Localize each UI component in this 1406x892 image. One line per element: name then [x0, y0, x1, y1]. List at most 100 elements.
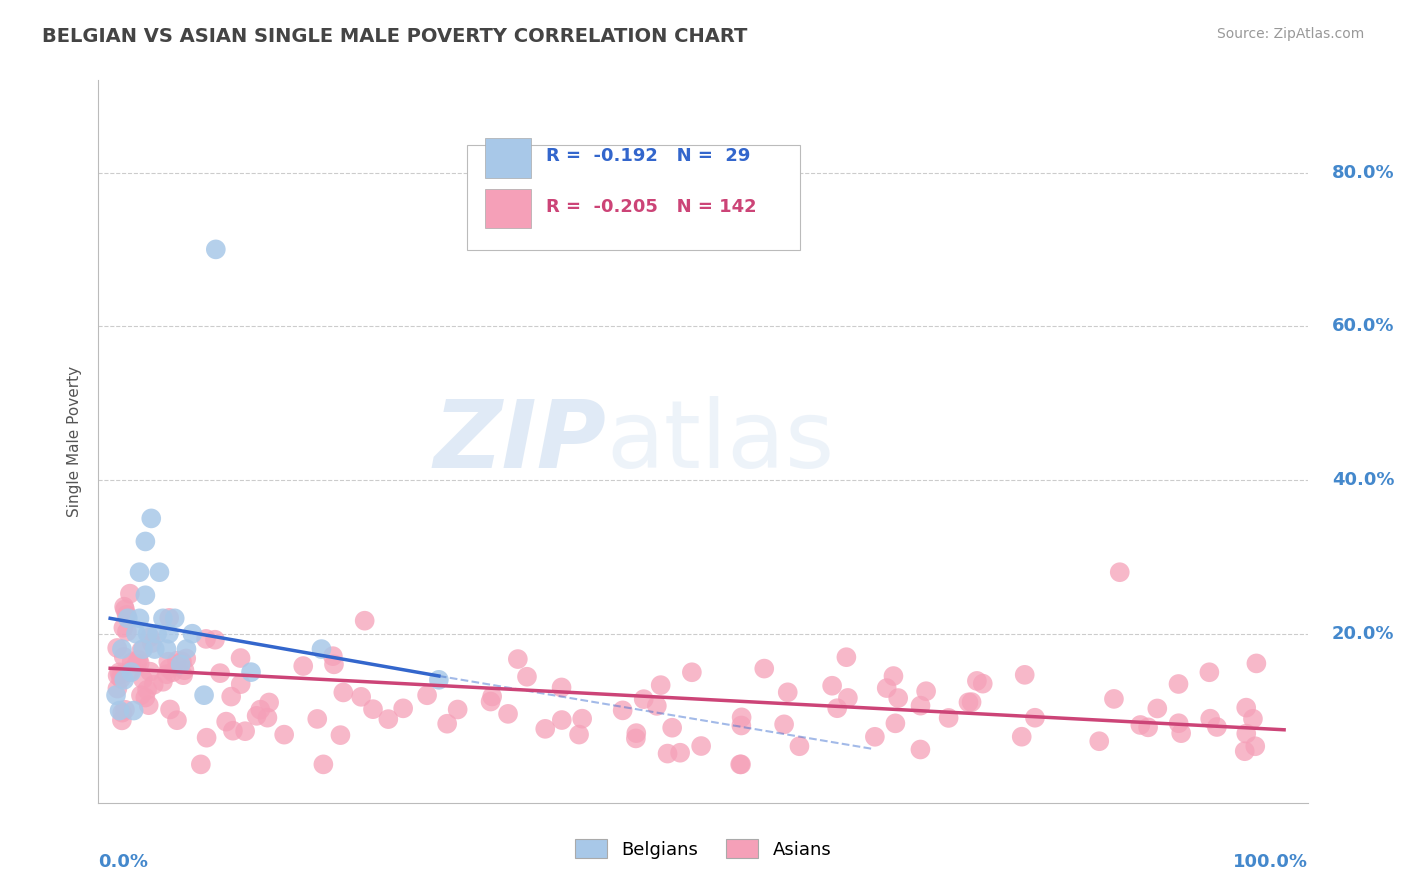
Point: [322, 649, 344, 664]
Point: [233, 724, 256, 739]
Point: [568, 728, 591, 742]
Point: [195, 632, 218, 646]
Point: [516, 670, 538, 684]
Point: [139, 630, 162, 644]
Point: [173, 663, 195, 677]
Point: [481, 690, 503, 704]
Text: R =  -0.192   N =  29: R = -0.192 N = 29: [546, 147, 751, 165]
Point: [112, 673, 135, 687]
Point: [141, 511, 163, 525]
Point: [876, 681, 898, 695]
Point: [209, 666, 232, 681]
Point: [506, 652, 529, 666]
Point: [1234, 726, 1257, 740]
Point: [887, 691, 910, 706]
Text: 60.0%: 60.0%: [1331, 318, 1395, 335]
Point: [146, 626, 169, 640]
Point: [690, 739, 713, 753]
Point: [571, 712, 593, 726]
Point: [416, 688, 439, 702]
Point: [1024, 711, 1046, 725]
Point: [1108, 565, 1130, 579]
Point: [176, 642, 198, 657]
Point: [108, 704, 131, 718]
Point: [125, 626, 148, 640]
Point: [730, 718, 752, 732]
Point: [142, 678, 165, 692]
Point: [1170, 726, 1192, 740]
Point: [550, 681, 572, 695]
Point: [110, 667, 132, 681]
Text: R =  -0.205   N = 142: R = -0.205 N = 142: [546, 198, 756, 216]
Point: [669, 746, 692, 760]
Point: [114, 703, 136, 717]
Point: [222, 723, 245, 738]
Point: [166, 654, 188, 668]
Point: [105, 688, 128, 702]
Point: [112, 649, 135, 664]
Text: 80.0%: 80.0%: [1331, 163, 1395, 181]
Point: [624, 731, 647, 746]
Point: [181, 626, 204, 640]
Text: 40.0%: 40.0%: [1331, 471, 1395, 489]
Point: [246, 709, 269, 723]
Point: [657, 747, 679, 761]
Point: [273, 728, 295, 742]
Text: Source: ZipAtlas.com: Source: ZipAtlas.com: [1216, 27, 1364, 41]
Point: [957, 695, 980, 709]
Point: [257, 696, 280, 710]
Point: [111, 706, 134, 720]
Point: [128, 565, 150, 579]
Point: [1244, 739, 1267, 754]
Point: [172, 668, 194, 682]
Point: [111, 642, 134, 657]
Point: [447, 702, 470, 716]
Point: [204, 243, 226, 257]
Point: [966, 673, 988, 688]
Point: [256, 711, 278, 725]
Point: [661, 721, 683, 735]
Point: [311, 642, 333, 657]
Point: [1014, 668, 1036, 682]
Point: [105, 681, 128, 696]
Point: [121, 656, 143, 670]
Text: BELGIAN VS ASIAN SINGLE MALE POVERTY CORRELATION CHART: BELGIAN VS ASIAN SINGLE MALE POVERTY COR…: [42, 27, 748, 45]
Point: [166, 713, 188, 727]
Point: [1137, 720, 1160, 734]
Point: [162, 665, 184, 680]
Point: [1129, 718, 1152, 732]
Point: [307, 712, 329, 726]
Point: [136, 682, 159, 697]
Point: [195, 731, 218, 745]
Point: [139, 665, 162, 679]
Point: [1198, 665, 1220, 680]
Point: [128, 656, 150, 670]
Point: [551, 713, 574, 727]
Text: 0.0%: 0.0%: [98, 854, 149, 871]
Point: [534, 722, 557, 736]
Point: [163, 611, 186, 625]
Point: [229, 677, 252, 691]
Point: [650, 678, 672, 692]
Point: [626, 726, 648, 740]
Point: [129, 688, 152, 702]
Point: [960, 695, 983, 709]
Point: [118, 587, 141, 601]
Point: [105, 640, 128, 655]
Point: [249, 703, 271, 717]
Point: [134, 588, 156, 602]
Point: [131, 643, 153, 657]
Point: [1234, 700, 1257, 714]
Text: atlas: atlas: [606, 395, 835, 488]
Point: [1167, 677, 1189, 691]
Point: [1246, 657, 1268, 671]
Point: [107, 668, 129, 682]
Point: [910, 742, 932, 756]
Point: [1205, 720, 1227, 734]
Point: [436, 716, 458, 731]
Point: [479, 694, 502, 708]
Point: [350, 690, 373, 704]
Point: [148, 565, 170, 579]
Point: [112, 599, 135, 614]
Point: [204, 632, 226, 647]
